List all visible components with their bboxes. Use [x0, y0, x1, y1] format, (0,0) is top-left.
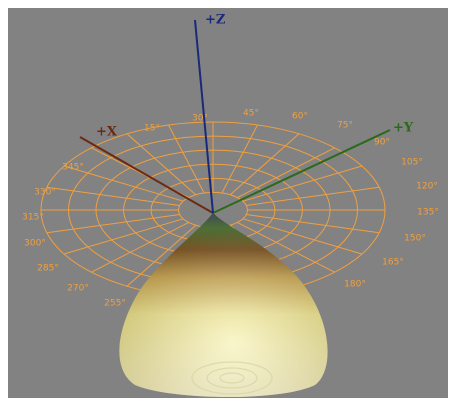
grid-spoke: [246, 214, 380, 234]
grid-spoke: [237, 221, 335, 273]
polar-grid: [40, 121, 386, 299]
angle-label: 60°: [292, 112, 308, 122]
angle-label: 270°: [67, 284, 89, 294]
angle-label: 75°: [337, 121, 353, 131]
z-axis-label: +Z: [205, 13, 226, 28]
grid-spoke: [242, 165, 363, 202]
grid-spoke: [246, 186, 380, 206]
angle-label: 30°: [192, 114, 208, 124]
grid-spoke: [46, 214, 180, 234]
angle-label: 165°: [382, 258, 404, 268]
angle-label: 285°: [37, 264, 59, 274]
angle-label: 255°: [104, 299, 126, 309]
angle-label: 15°: [144, 124, 160, 134]
angle-label: 180°: [344, 280, 366, 290]
angle-label: 90°: [374, 138, 390, 148]
grid-spoke: [126, 224, 197, 287]
grid-spoke: [63, 165, 184, 202]
grid-spoke: [91, 221, 189, 273]
grid-spoke: [168, 124, 205, 194]
grid-spoke: [46, 186, 180, 206]
angle-label: 105°: [401, 158, 423, 168]
grid-spoke: [237, 147, 335, 199]
grid-spoke: [229, 133, 300, 196]
lobe-ripples: [191, 361, 273, 395]
angle-label: 45°: [243, 109, 259, 119]
y-axis: [212, 129, 391, 214]
lobe-shading: [119, 213, 328, 398]
angle-label: 135°: [417, 208, 439, 218]
grid-spoke: [221, 124, 258, 194]
z-axis: [194, 19, 214, 214]
angle-label: 120°: [416, 182, 438, 192]
grid-spoke: [126, 133, 197, 196]
x-axis: [79, 136, 214, 214]
grid-spoke: [63, 218, 184, 255]
grid-spoke: [242, 218, 363, 255]
angle-label: 300°: [24, 239, 46, 249]
angle-label: 345°: [62, 163, 84, 173]
angle-label: 150°: [404, 234, 426, 244]
y-axis-label: +Y: [393, 121, 414, 136]
angle-label: 315°: [22, 213, 44, 223]
angle-label: 330°: [34, 188, 56, 198]
x-axis-label: +X: [96, 125, 118, 140]
angle-labels: 15° 30° 45° 60° 75° 90° 105° 120° 135° 150° 165° 18…: [22, 109, 439, 309]
